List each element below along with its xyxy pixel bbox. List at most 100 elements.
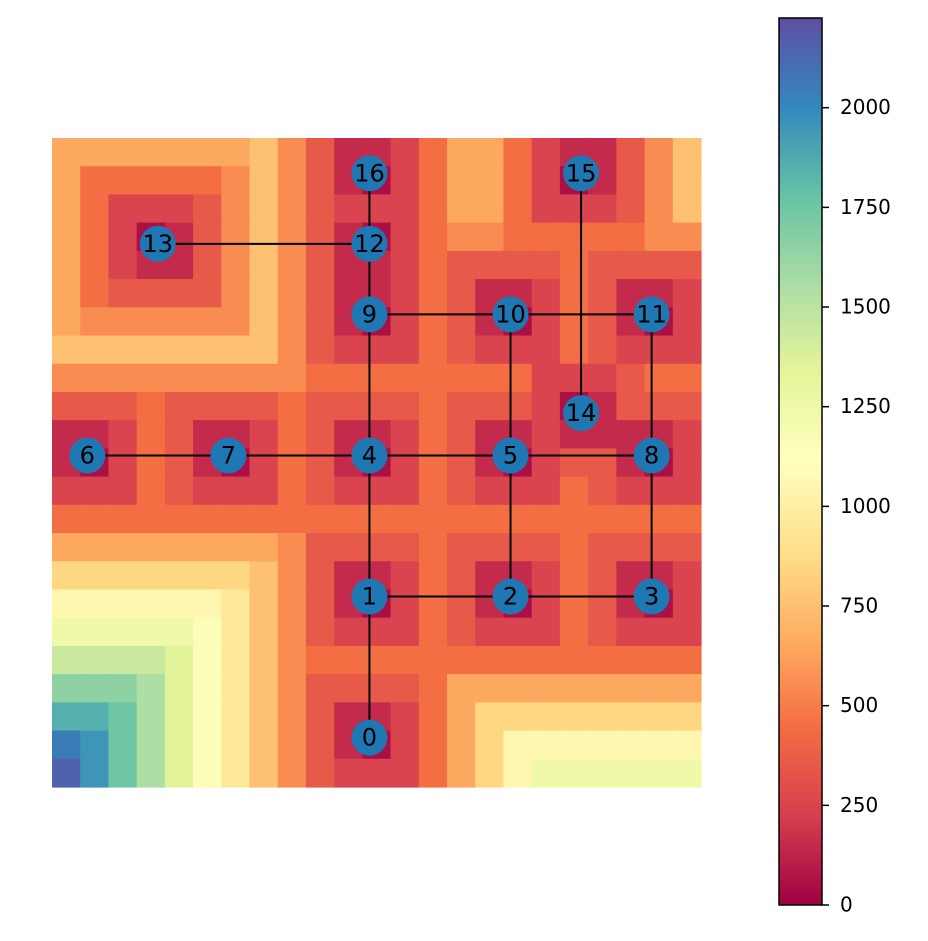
heat-cell bbox=[52, 645, 81, 675]
heat-cell bbox=[588, 645, 617, 675]
heat-cell bbox=[390, 250, 420, 280]
heat-cell bbox=[475, 758, 505, 788]
heat-cell bbox=[559, 307, 589, 337]
heat-cell bbox=[305, 561, 335, 591]
heat-cell bbox=[447, 307, 476, 337]
heat-cell bbox=[249, 194, 279, 224]
heat-cell bbox=[80, 363, 110, 393]
heat-cell bbox=[390, 674, 420, 703]
heat-cell bbox=[305, 730, 335, 760]
heat-cell bbox=[52, 138, 81, 167]
node-label: 15 bbox=[566, 159, 597, 187]
heat-cell bbox=[390, 504, 420, 534]
heat-cell bbox=[418, 448, 448, 478]
heat-cell bbox=[277, 194, 307, 224]
heat-cell bbox=[559, 250, 589, 280]
heat-cell bbox=[503, 222, 533, 252]
heat-cell bbox=[531, 335, 561, 365]
heat-cell bbox=[221, 335, 251, 365]
heat-cell bbox=[531, 222, 561, 252]
heat-cell bbox=[249, 561, 279, 591]
heat-cell bbox=[672, 617, 702, 647]
heat-cell bbox=[193, 589, 222, 619]
heat-cell bbox=[249, 335, 279, 365]
heat-cell bbox=[475, 363, 505, 393]
heat-cell bbox=[80, 702, 110, 732]
heat-cell bbox=[588, 533, 617, 562]
node bbox=[492, 578, 529, 615]
heat-cell bbox=[475, 645, 505, 675]
heat-cell bbox=[559, 448, 589, 478]
heat-cell bbox=[164, 138, 194, 167]
heat-cell bbox=[305, 420, 335, 449]
node bbox=[351, 437, 388, 474]
heat-cell bbox=[503, 138, 533, 167]
colorbar-fill bbox=[778, 17, 823, 906]
heat-cell bbox=[108, 476, 138, 506]
heat-cell bbox=[418, 617, 448, 647]
heat-cell bbox=[559, 617, 589, 647]
heat-cell bbox=[334, 533, 363, 562]
colorbar-tick-label: 2000 bbox=[840, 95, 891, 119]
heat-cell bbox=[164, 589, 194, 619]
heat-cell bbox=[277, 307, 307, 337]
heat-cell bbox=[390, 138, 420, 167]
heat-cell bbox=[221, 730, 251, 760]
heat-cell bbox=[277, 561, 307, 591]
heat-cell bbox=[52, 222, 81, 252]
heat-cell bbox=[108, 533, 138, 562]
heat-cell bbox=[559, 279, 589, 308]
heat-cell bbox=[136, 335, 166, 365]
heat-cell bbox=[559, 504, 589, 534]
heat-cell bbox=[588, 222, 617, 252]
node-label: 14 bbox=[566, 399, 597, 427]
heat-cell bbox=[503, 250, 533, 280]
heat-cell bbox=[305, 391, 335, 421]
heat-cell bbox=[136, 702, 166, 732]
heat-cell bbox=[164, 166, 194, 196]
heat-cell bbox=[249, 363, 279, 393]
heat-cell bbox=[80, 674, 110, 703]
heat-cell bbox=[249, 504, 279, 534]
heat-cell bbox=[447, 561, 476, 591]
heat-cell bbox=[531, 250, 561, 280]
heat-cell bbox=[108, 250, 138, 280]
heat-cell bbox=[334, 674, 363, 703]
heat-cell bbox=[164, 758, 194, 788]
heat-cell bbox=[249, 222, 279, 252]
heat-cell bbox=[108, 589, 138, 619]
heat-cell bbox=[52, 674, 81, 703]
heat-cell bbox=[277, 589, 307, 619]
heat-cell bbox=[390, 533, 420, 562]
heat-cell bbox=[305, 448, 335, 478]
heat-cell bbox=[475, 391, 505, 421]
heat-cell bbox=[672, 674, 702, 703]
heat-cell bbox=[52, 335, 81, 365]
heat-cell bbox=[672, 307, 702, 337]
heat-cell bbox=[616, 335, 646, 365]
heat-cell bbox=[644, 702, 674, 732]
heat-cell bbox=[616, 138, 646, 167]
heat-cell bbox=[277, 533, 307, 562]
heat-cell bbox=[108, 307, 138, 337]
heat-cell bbox=[249, 730, 279, 760]
heat-cell bbox=[531, 702, 561, 732]
heat-cell bbox=[221, 363, 251, 393]
node-label: 12 bbox=[354, 230, 385, 258]
node bbox=[351, 719, 388, 756]
heat-cell bbox=[362, 533, 392, 562]
heat-cell bbox=[644, 674, 674, 703]
heat-cell bbox=[136, 589, 166, 619]
heat-cell bbox=[362, 758, 392, 788]
node bbox=[210, 437, 247, 474]
node bbox=[633, 437, 670, 474]
heat-cell bbox=[305, 138, 335, 167]
heat-cell bbox=[249, 307, 279, 337]
heat-cell bbox=[672, 504, 702, 534]
heat-cell bbox=[249, 420, 279, 449]
heat-cell bbox=[52, 561, 81, 591]
heat-cell bbox=[672, 702, 702, 732]
heat-cell bbox=[616, 476, 646, 506]
heat-cell bbox=[418, 250, 448, 280]
heat-cell bbox=[475, 730, 505, 760]
